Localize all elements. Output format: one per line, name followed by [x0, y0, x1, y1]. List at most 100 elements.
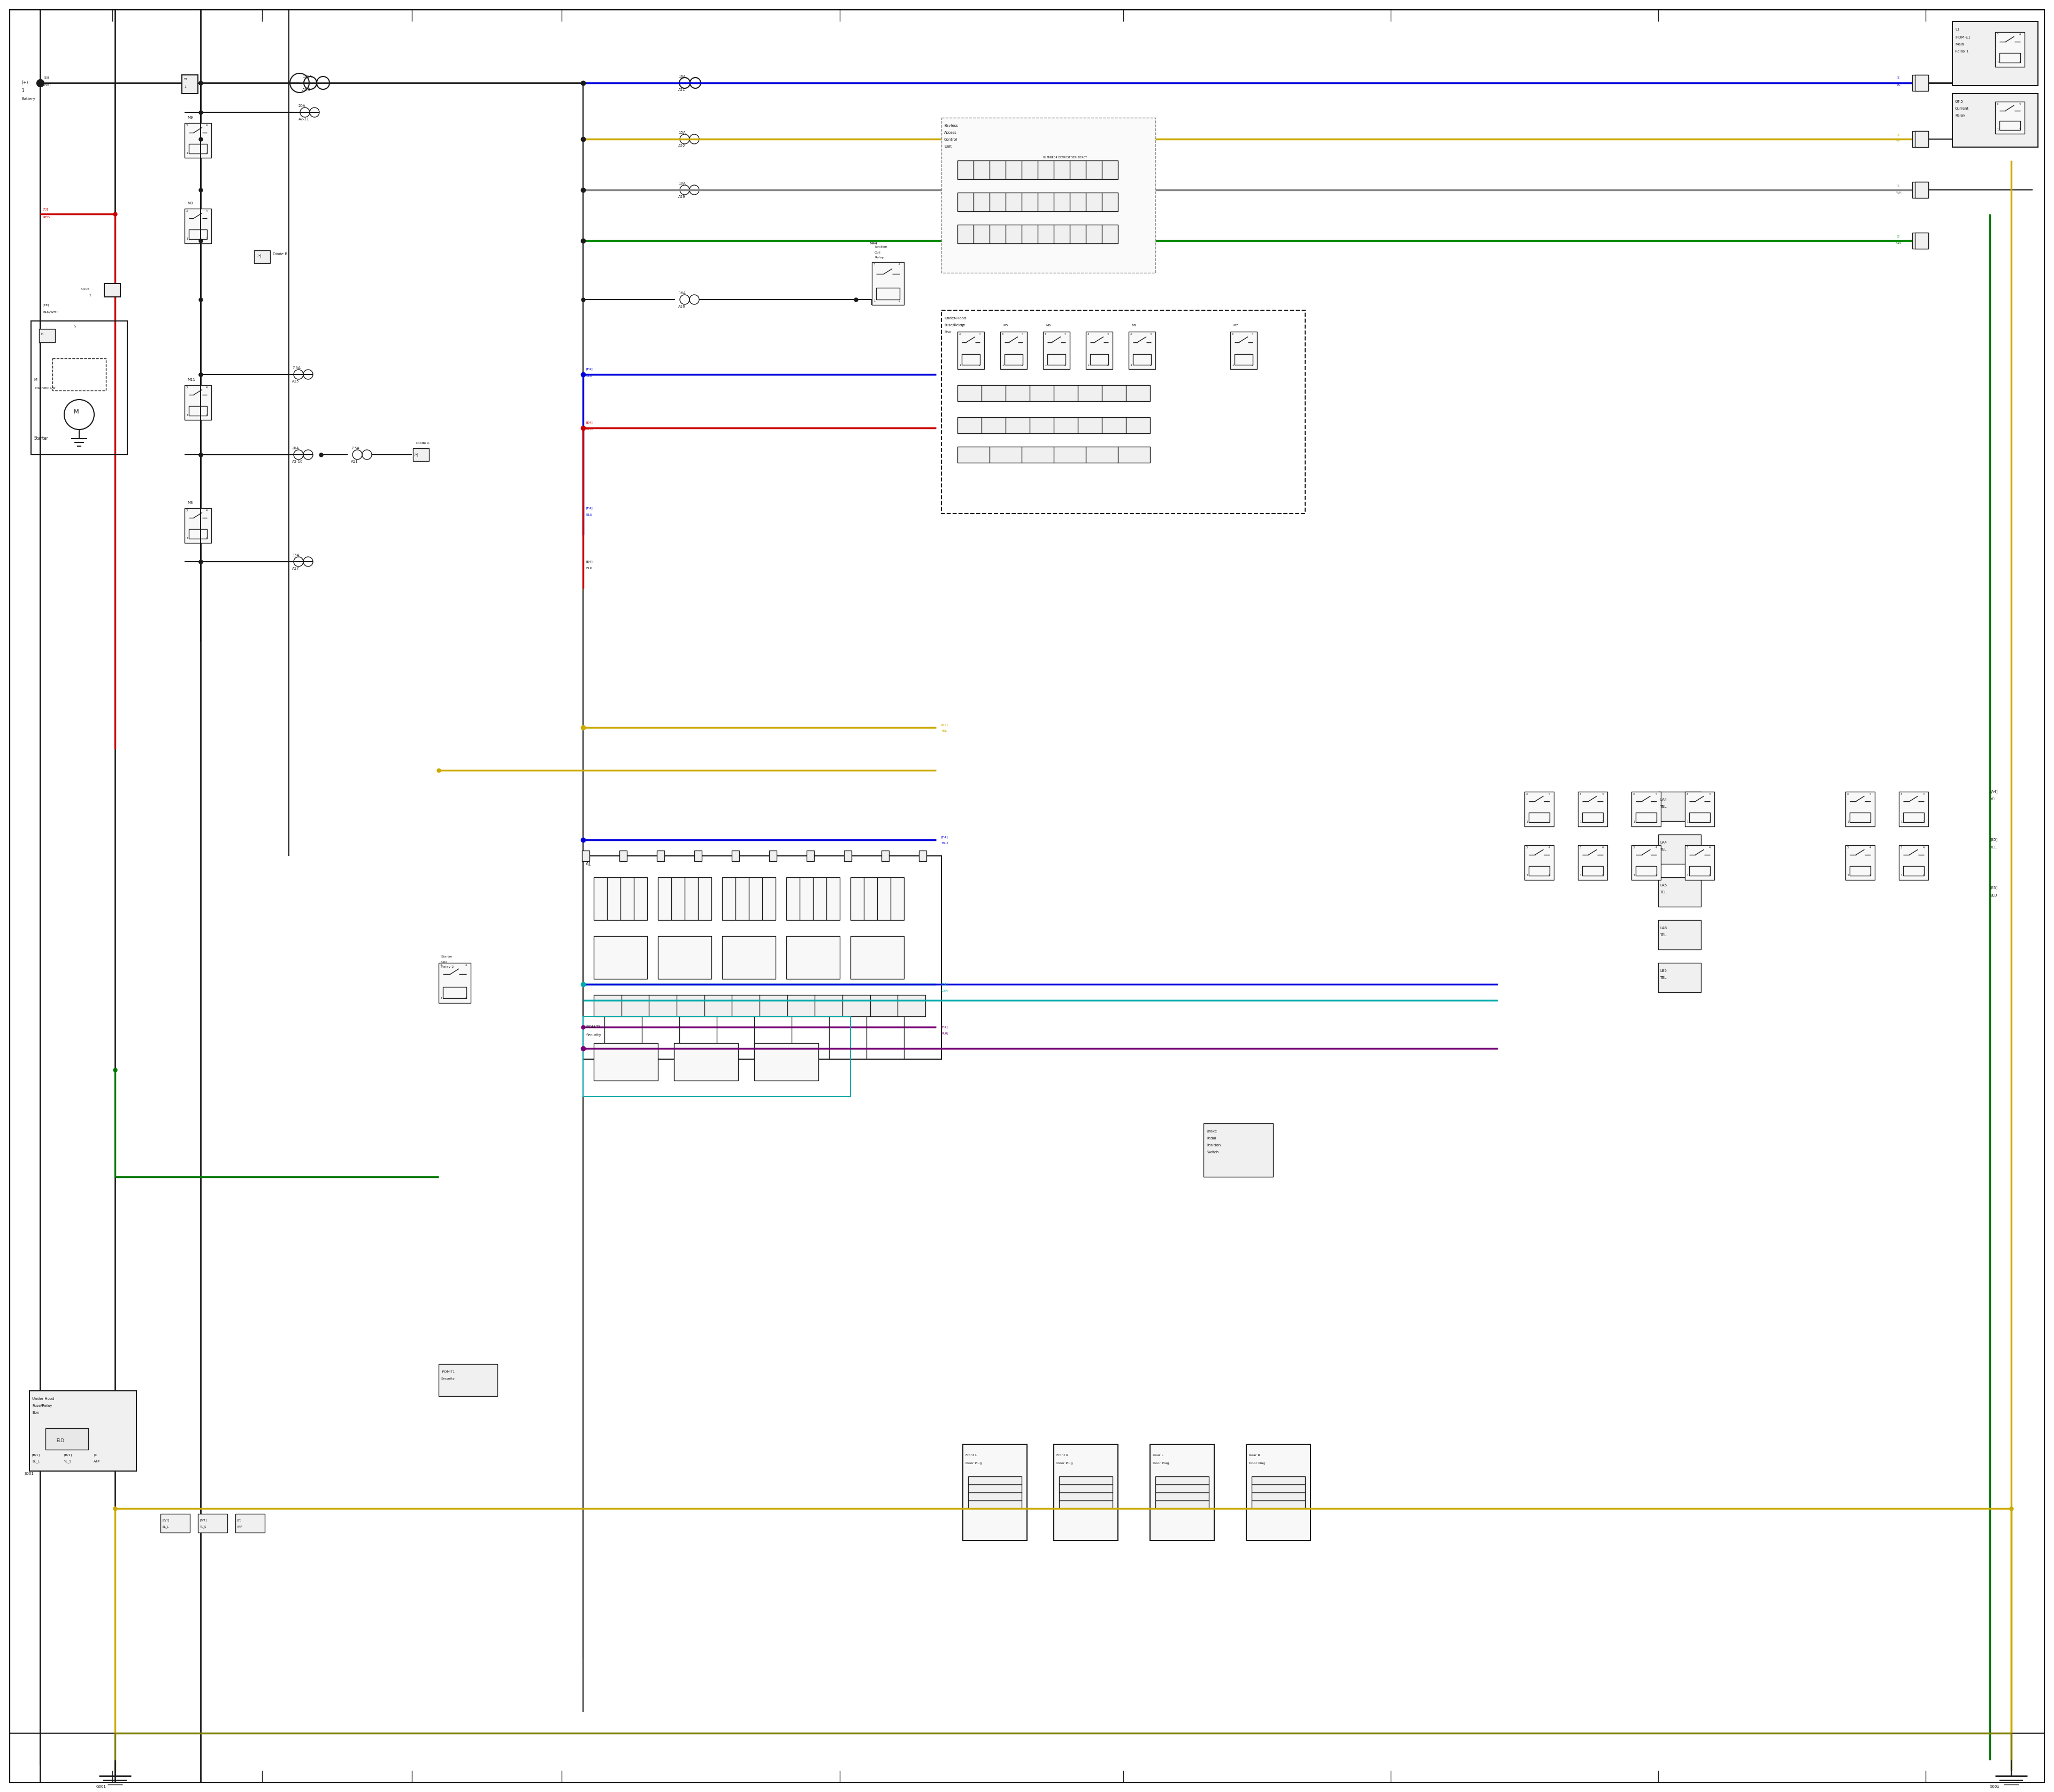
Bar [1658, 792, 1701, 821]
Text: Relay: Relay [1955, 115, 1966, 116]
Text: >|: >| [257, 254, 261, 258]
Text: (+): (+) [21, 81, 29, 86]
Text: [E5]: [E5] [1990, 839, 1996, 842]
Text: 1: 1 [185, 86, 187, 88]
Bar [185, 385, 212, 419]
Bar [1658, 835, 1701, 864]
Bar [918, 851, 926, 862]
Text: Under-Hood: Under-Hood [945, 317, 965, 321]
Bar [160, 1514, 189, 1532]
Bar [1658, 919, 1701, 950]
Bar [754, 1043, 817, 1081]
Bar [1912, 233, 1929, 249]
Bar [1134, 355, 1150, 364]
Bar [694, 851, 702, 862]
Text: ILI MIRROR DEFROST SERI DEACT: ILI MIRROR DEFROST SERI DEACT [1043, 156, 1087, 159]
Bar [1688, 812, 1711, 823]
Text: CYN: CYN [941, 989, 949, 993]
Bar [581, 851, 589, 862]
Text: Position: Position [1206, 1143, 1220, 1147]
Bar [1000, 332, 1027, 369]
Bar [236, 1514, 265, 1532]
Text: M9: M9 [187, 116, 193, 120]
Text: TEL: TEL [1660, 891, 1666, 894]
Text: [B/1]: [B/1] [199, 1520, 207, 1521]
Bar [1912, 181, 1929, 197]
Text: BL: BL [1896, 82, 1900, 86]
Text: 1: 1 [88, 294, 90, 297]
Text: LA4: LA4 [1660, 840, 1666, 844]
Text: [E4]: [E4] [941, 724, 949, 726]
Bar [45, 1428, 88, 1450]
Bar [723, 878, 776, 919]
Bar [768, 851, 776, 862]
Bar [657, 935, 711, 978]
Bar [189, 229, 207, 238]
Text: 20A: 20A [292, 446, 300, 450]
Bar [1684, 792, 1715, 826]
Text: [E: [E [1896, 133, 1900, 136]
Text: YL_S: YL_S [199, 1525, 205, 1529]
Bar [583, 857, 941, 1059]
Bar [1577, 846, 1608, 880]
Text: S001: S001 [25, 1471, 33, 1475]
Text: [E: [E [1896, 235, 1900, 238]
Text: [E4]: [E4] [585, 367, 592, 371]
Text: WHT: WHT [43, 82, 51, 86]
Bar [787, 878, 840, 919]
Bar [185, 208, 212, 244]
Bar [620, 851, 626, 862]
Text: [C]: [C] [236, 1520, 240, 1521]
Bar [1247, 1444, 1310, 1541]
Bar [444, 987, 466, 998]
Bar [105, 283, 121, 297]
Bar [1004, 355, 1023, 364]
Text: GT-5: GT-5 [1955, 100, 1964, 104]
Bar [941, 118, 1154, 272]
Text: 10A: 10A [678, 181, 686, 185]
Bar [1844, 792, 1875, 826]
Text: Starter: Starter [442, 955, 454, 957]
Bar [1204, 1124, 1273, 1177]
Text: PUR: PUR [941, 1032, 949, 1034]
Bar [941, 310, 1304, 514]
Text: M44: M44 [869, 242, 877, 246]
Bar [957, 418, 1150, 434]
Text: A4P: A4P [94, 1460, 101, 1462]
Text: Door Plug: Door Plug [1249, 1462, 1265, 1464]
Text: Door Plug: Door Plug [1056, 1462, 1072, 1464]
Text: [B/1]: [B/1] [162, 1520, 168, 1521]
Text: [B/1]: [B/1] [64, 1453, 72, 1457]
Bar [1524, 792, 1555, 826]
Text: 16A: 16A [678, 75, 686, 79]
Text: [E4]: [E4] [585, 507, 592, 509]
Text: 7.5A: 7.5A [351, 446, 359, 450]
Bar [1150, 1444, 1214, 1541]
Text: M: M [33, 378, 37, 382]
Text: A1-6: A1-6 [302, 88, 310, 91]
Bar [1582, 812, 1602, 823]
Text: Rear L: Rear L [1152, 1453, 1163, 1457]
Text: M3: M3 [187, 502, 193, 504]
Text: Pedal: Pedal [1206, 1136, 1216, 1140]
Text: Unit: Unit [945, 145, 951, 149]
Bar [1994, 102, 2025, 134]
Text: Security: Security [585, 1034, 602, 1038]
Bar [1577, 792, 1608, 826]
Bar [1635, 866, 1658, 876]
Bar [1087, 332, 1113, 369]
Bar [255, 251, 271, 263]
Bar [1251, 1477, 1304, 1509]
Text: Box: Box [33, 1410, 39, 1414]
Text: LA4: LA4 [1660, 797, 1666, 801]
Text: >|: >| [413, 453, 417, 457]
Bar [961, 355, 980, 364]
Text: Relay 2: Relay 2 [442, 966, 454, 968]
Bar [957, 446, 1150, 462]
Text: TEL: TEL [1660, 934, 1666, 937]
Bar [957, 224, 1117, 244]
Text: Keyless: Keyless [945, 124, 957, 127]
Bar [1912, 131, 1929, 147]
Bar [189, 143, 207, 154]
Bar [1528, 812, 1549, 823]
